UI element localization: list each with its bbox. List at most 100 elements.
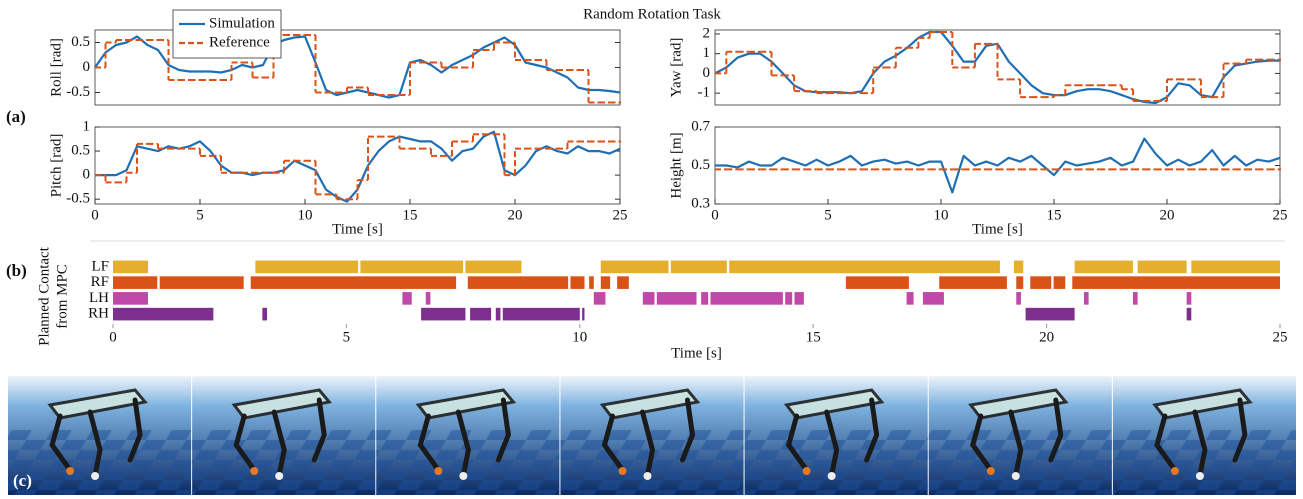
x-axis-label: Time [s] (332, 221, 383, 237)
y-tick-label: 0.5 (691, 157, 710, 173)
y-axis-label: Yaw [rad] (668, 38, 684, 98)
y-tick-label: 0.3 (691, 195, 710, 211)
foot (643, 472, 652, 480)
robot-legs (49, 397, 143, 478)
contact-bar (582, 307, 585, 321)
contact-bar (495, 307, 501, 321)
robot-body (783, 388, 885, 420)
row-label: RF (91, 274, 109, 290)
contact-bar (600, 276, 611, 289)
contact-bar (729, 260, 1000, 274)
robot-body (599, 388, 701, 420)
foot (459, 472, 468, 480)
x-tick-label: 5 (824, 207, 832, 223)
contact-bar (701, 292, 709, 305)
contact-bar (113, 276, 158, 289)
y-tick-label: 1 (703, 45, 711, 61)
contact-bar (1191, 260, 1280, 274)
contact-bar (1186, 292, 1192, 305)
foot (91, 472, 100, 480)
plot-frame (714, 29, 1281, 106)
y-tick-label: -0.5 (66, 84, 90, 100)
contact-bar (1030, 276, 1052, 289)
y-tick-label: 0 (83, 167, 91, 183)
x-tick-label: 10 (572, 329, 587, 345)
y-axis-label: Height [m] (668, 132, 684, 198)
y-tick-label: -1 (698, 85, 711, 101)
y-tick-label: 0.5 (71, 34, 90, 50)
x-tick-label: 0 (109, 329, 117, 345)
foot (618, 467, 627, 475)
robot-legs (233, 397, 327, 478)
x-tick-label: 15 (403, 207, 418, 223)
legend-label: Reference (209, 34, 270, 50)
robot-legs (601, 397, 696, 478)
contact-bar (1053, 276, 1066, 289)
contact-bar (939, 276, 1007, 289)
panel-label: (b) (6, 261, 27, 280)
legend-box (172, 9, 282, 59)
contact-bar (250, 276, 457, 289)
x-tick-label: 0 (91, 207, 99, 223)
contact-bar (1025, 307, 1075, 321)
contact-bar (467, 276, 569, 289)
x-tick-label: 10 (934, 207, 949, 223)
robot-legs (785, 397, 880, 478)
contact-bar (845, 276, 909, 289)
contact-bar (113, 307, 214, 321)
render-strip (8, 376, 1296, 495)
simulation-line (94, 35, 621, 99)
x-axis-label: Time [s] (972, 221, 1023, 237)
contact-bar (794, 292, 804, 305)
contact-bar (922, 292, 944, 305)
foot (1195, 472, 1204, 480)
y-tick-label: 2 (703, 25, 711, 41)
foot (1011, 472, 1020, 480)
contact-bar (600, 260, 669, 274)
contact-bar (785, 292, 793, 305)
y-axis-label: Pitch [rad] (48, 134, 64, 198)
contact-bar (1016, 276, 1024, 289)
x-tick-label: 15 (1047, 207, 1062, 223)
foot (275, 472, 284, 480)
contact-bar (159, 276, 244, 289)
contact-bar (656, 292, 697, 305)
x-tick-label: 15 (806, 329, 821, 345)
contact-bar (1013, 260, 1024, 274)
contact-bar (1016, 292, 1021, 305)
contact-bar (502, 307, 580, 321)
foot (66, 467, 75, 475)
contact-bar (710, 292, 783, 305)
contact-bar (1072, 276, 1280, 289)
contact-bar (113, 260, 149, 274)
contact-bar (402, 292, 412, 305)
contact-bar (255, 260, 359, 274)
x-tick-label: 5 (196, 207, 204, 223)
plot-frame (94, 126, 621, 205)
x-tick-label: 25 (1273, 207, 1288, 223)
x-tick-label: 25 (613, 207, 628, 223)
foot (434, 467, 443, 475)
robot-legs (1154, 397, 1248, 478)
contact-bar (593, 292, 606, 305)
foot (827, 472, 836, 480)
x-tick-label: 10 (298, 207, 313, 223)
y-tick-label: 0.5 (71, 143, 90, 159)
contact-bar (470, 307, 492, 321)
x-tick-label: 0 (711, 207, 719, 223)
contact-bar (642, 292, 655, 305)
y-axis-label: from MPC (54, 264, 70, 329)
y-axis-label: Planned Contact (36, 246, 52, 346)
robot-legs (417, 397, 511, 478)
contact-bar (589, 276, 594, 289)
simulation-line (95, 130, 621, 203)
x-tick-label: 20 (1160, 207, 1175, 223)
figure-title: Random Rotation Task (583, 6, 721, 22)
contact-bar (1186, 307, 1192, 321)
row-label: LF (91, 258, 109, 274)
panel-label: (c) (13, 471, 32, 490)
foot (986, 467, 995, 475)
y-tick-label: 0.7 (691, 118, 710, 134)
robot-body (415, 388, 517, 420)
robot-body (47, 388, 148, 420)
